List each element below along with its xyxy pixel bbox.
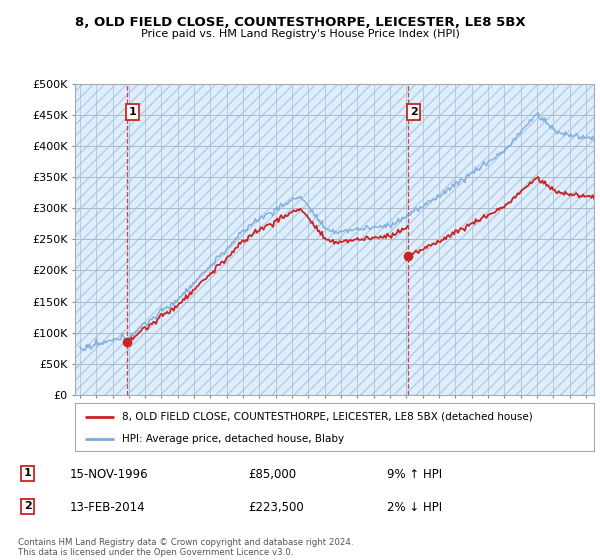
Text: 9% ↑ HPI: 9% ↑ HPI: [386, 469, 442, 482]
Text: 2: 2: [24, 501, 32, 511]
Text: 1: 1: [24, 469, 32, 478]
Text: 8, OLD FIELD CLOSE, COUNTESTHORPE, LEICESTER, LE8 5BX (detached house): 8, OLD FIELD CLOSE, COUNTESTHORPE, LEICE…: [122, 412, 532, 422]
Text: Price paid vs. HM Land Registry's House Price Index (HPI): Price paid vs. HM Land Registry's House …: [140, 29, 460, 39]
Text: Contains HM Land Registry data © Crown copyright and database right 2024.
This d: Contains HM Land Registry data © Crown c…: [18, 538, 353, 557]
Text: 15-NOV-1996: 15-NOV-1996: [70, 469, 148, 482]
Text: 1: 1: [128, 107, 136, 117]
Text: £223,500: £223,500: [248, 501, 304, 515]
Text: 13-FEB-2014: 13-FEB-2014: [70, 501, 145, 515]
Text: 2% ↓ HPI: 2% ↓ HPI: [386, 501, 442, 515]
Text: 8, OLD FIELD CLOSE, COUNTESTHORPE, LEICESTER, LE8 5BX: 8, OLD FIELD CLOSE, COUNTESTHORPE, LEICE…: [74, 16, 526, 29]
Text: HPI: Average price, detached house, Blaby: HPI: Average price, detached house, Blab…: [122, 434, 344, 444]
Text: 2: 2: [410, 107, 418, 117]
Text: £85,000: £85,000: [248, 469, 296, 482]
